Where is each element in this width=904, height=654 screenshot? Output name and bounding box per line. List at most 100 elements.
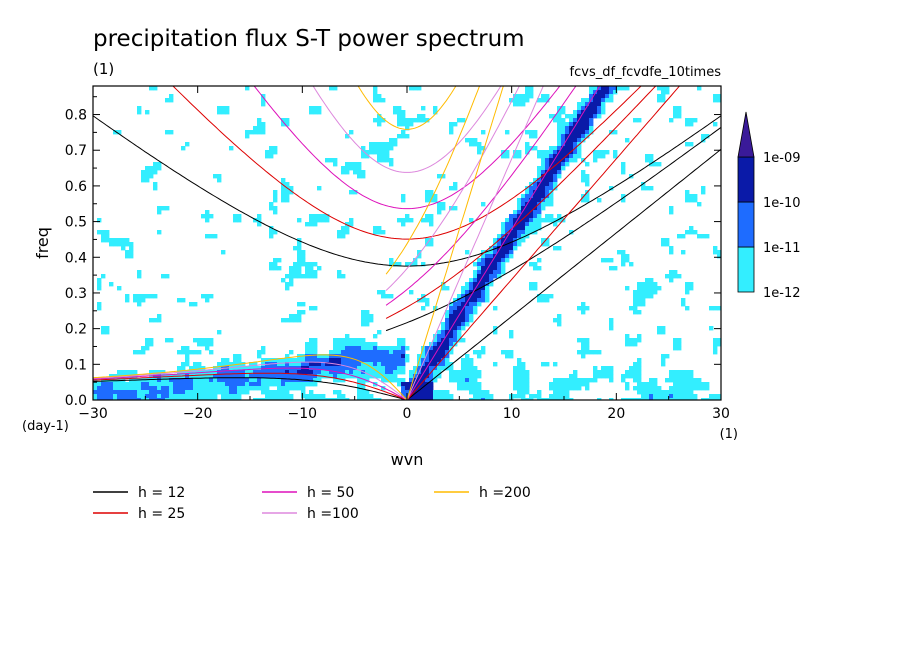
heatmap-cell	[569, 122, 574, 127]
heatmap-cell	[637, 382, 642, 387]
heatmap-cell	[193, 302, 198, 307]
heatmap-cell	[245, 366, 250, 371]
heatmap-cell	[453, 310, 458, 315]
heatmap-cell	[537, 166, 542, 171]
heatmap-cell	[553, 118, 558, 123]
heatmap-cell	[345, 366, 350, 371]
x-axis-unit: (1)	[720, 427, 738, 442]
heatmap-cell	[361, 346, 366, 351]
heatmap-cell	[277, 386, 282, 391]
heatmap-cell	[209, 378, 214, 383]
heatmap-cell	[625, 374, 630, 379]
heatmap-cell	[221, 378, 226, 383]
heatmap-cell	[601, 366, 606, 371]
heatmap-cell	[421, 298, 426, 303]
heatmap-cell	[529, 198, 534, 203]
heatmap-cell	[121, 238, 126, 243]
heatmap-cell	[217, 110, 222, 115]
heatmap-cell	[329, 350, 334, 355]
heatmap-cell	[469, 398, 474, 400]
heatmap-cell	[229, 378, 234, 383]
heatmap-cell	[705, 134, 710, 139]
heatmap-cell	[469, 318, 474, 323]
heatmap-cell	[641, 282, 646, 287]
heatmap-cell	[177, 398, 182, 400]
heatmap-cell	[685, 190, 690, 195]
heatmap-cell	[445, 342, 450, 347]
heatmap-cell	[225, 382, 230, 387]
heatmap-cell	[689, 194, 694, 199]
axes: −30 −20 −10 0 10 20 300.00.10.20.30.40.50.60.7…	[65, 86, 730, 422]
heatmap-cell	[585, 134, 590, 139]
heatmap-cell	[557, 122, 562, 127]
heatmap-cell	[533, 226, 538, 231]
heatmap-cell	[485, 274, 490, 279]
heatmap-cell	[449, 350, 454, 355]
heatmap-cell	[149, 170, 154, 175]
heatmap-cell	[245, 130, 250, 135]
heatmap-cell	[137, 398, 142, 400]
heatmap-cell	[585, 382, 590, 387]
dispersion-curve	[93, 367, 408, 400]
heatmap-cell	[513, 102, 518, 107]
heatmap-cell	[341, 342, 346, 347]
heatmap-cell	[669, 390, 674, 395]
heatmap-cell	[277, 258, 282, 263]
heatmap-cell	[553, 166, 558, 171]
heatmap-cell	[681, 370, 686, 375]
heatmap-cell	[129, 246, 134, 251]
heatmap-cell	[213, 394, 218, 399]
heatmap-cell	[149, 390, 154, 395]
heatmap-cell	[225, 362, 230, 367]
heatmap-cell	[453, 370, 458, 375]
heatmap-cell	[369, 318, 374, 323]
heatmap-cell	[669, 206, 674, 211]
heatmap-cell	[153, 86, 158, 91]
heatmap-cell	[621, 254, 626, 259]
heatmap-cell	[609, 258, 614, 263]
heatmap-cell	[513, 386, 518, 391]
heatmap-cell	[365, 370, 370, 375]
heatmap-cell	[485, 250, 490, 255]
heatmap-cell	[381, 98, 386, 103]
heatmap-cell	[517, 154, 522, 159]
heatmap-cell	[677, 346, 682, 351]
heatmap-cell	[513, 154, 518, 159]
heatmap-cell	[597, 94, 602, 99]
heatmap-cell	[225, 374, 230, 379]
heatmap-cell	[441, 334, 446, 339]
heatmap-cell	[605, 370, 610, 375]
heatmap-cell	[369, 314, 374, 319]
heatmap-cell	[517, 370, 522, 375]
heatmap-cell	[549, 394, 554, 399]
heatmap-cell	[577, 350, 582, 355]
heatmap-cell	[533, 266, 538, 271]
heatmap-cell	[153, 398, 158, 400]
heatmap-cell	[689, 118, 694, 123]
heatmap-cell	[525, 150, 530, 155]
heatmap-cell	[221, 374, 226, 379]
heatmap-cell	[505, 258, 510, 263]
heatmap-cell	[685, 142, 690, 147]
heatmap-cell	[581, 118, 586, 123]
heatmap-cell	[157, 314, 162, 319]
heatmap-cell	[573, 142, 578, 147]
heatmap-cell	[141, 386, 146, 391]
heatmap-cell	[425, 386, 430, 391]
heatmap-cell	[657, 162, 662, 167]
heatmap-cell	[205, 298, 210, 303]
heatmap-cell	[233, 378, 238, 383]
heatmap-cell	[373, 230, 378, 235]
heatmap-cell	[561, 118, 566, 123]
heatmap-cell	[585, 194, 590, 199]
heatmap-cell	[401, 134, 406, 139]
heatmap-cell	[537, 394, 542, 399]
heatmap-cell	[577, 134, 582, 139]
heatmap-cell	[389, 294, 394, 299]
heatmap-cell	[421, 106, 426, 111]
heatmap-cell	[589, 110, 594, 115]
heatmap-cell	[149, 294, 154, 299]
heatmap-cell	[213, 386, 218, 391]
heatmap-cell	[609, 90, 614, 95]
heatmap-cell	[309, 390, 314, 395]
